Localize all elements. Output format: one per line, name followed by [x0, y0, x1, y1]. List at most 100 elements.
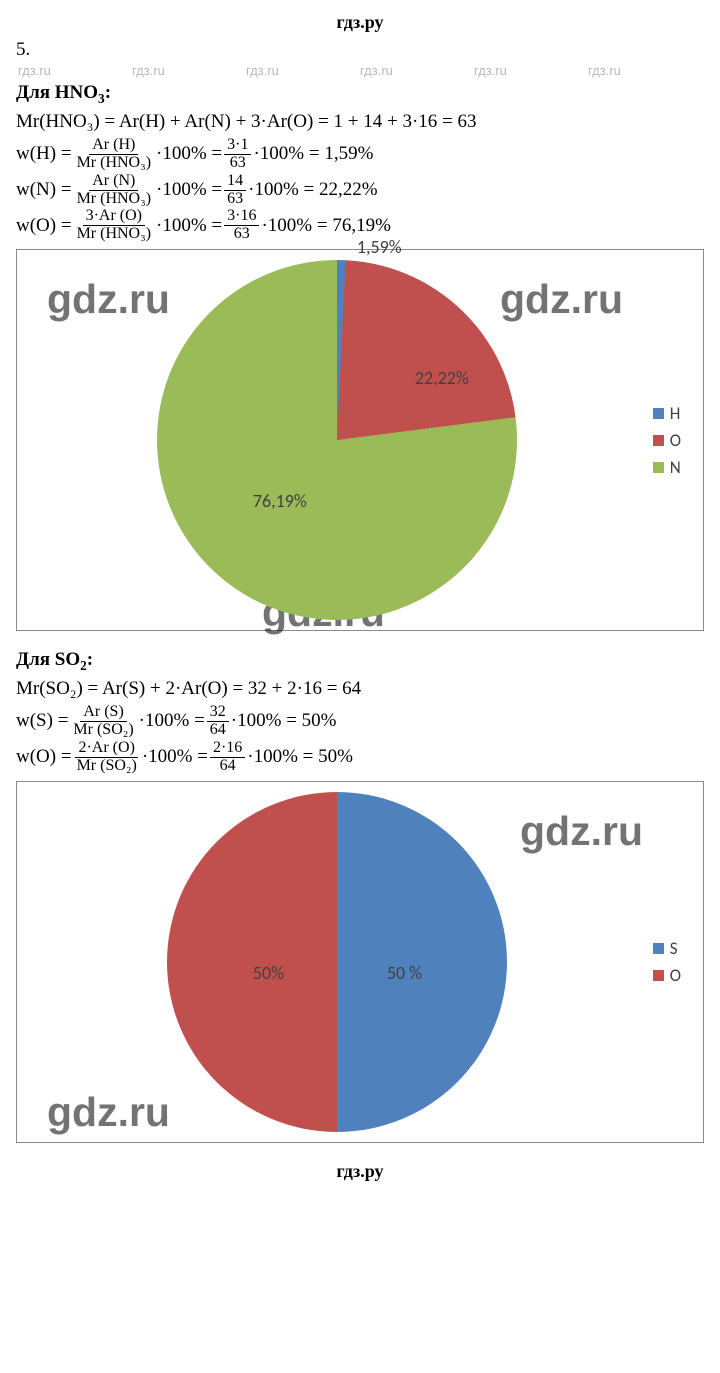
- watermark-row: гдз.ru гдз.ru гдз.ru гдз.ru гдз.ru гдз.r…: [18, 63, 702, 78]
- frac-den: Mr (SO₂): [70, 722, 136, 739]
- chart-inner: 1,59%22,22%76,19% HON: [21, 260, 699, 620]
- pie-slice-label: 1,59%: [357, 236, 402, 258]
- frac-den: 63: [227, 155, 249, 172]
- frac-num: 32: [207, 704, 229, 722]
- legend-item: S: [653, 938, 681, 959]
- fraction: 3264: [207, 704, 229, 739]
- frac-den: Mr (SO₂): [74, 758, 140, 775]
- hno3-legend: HON: [653, 397, 699, 484]
- hno3-wH-line: w(H) = Ar (H)Mr (HNO₃) ·100% = 3·163 ·10…: [16, 137, 704, 172]
- so2-pie: 50 % 50%: [167, 792, 507, 1132]
- so2-mr-line: Mr(SO₂) = Ar(S) + 2·Ar(O) = 32 + 2·16 = …: [16, 675, 704, 704]
- frac-num: 3·16: [224, 208, 259, 226]
- page: гдз.ру 5. гдз.ru гдз.ru гдз.ru гдз.ru гд…: [0, 0, 720, 1190]
- mid: ·100% =: [156, 212, 222, 241]
- heading-sub: 2: [80, 658, 87, 673]
- heading-suffix: :: [105, 82, 111, 103]
- so2-wO-line: w(O) = 2·Ar (O)Mr (SO₂) ·100% = 2·1664 ·…: [16, 740, 704, 775]
- mid: ·100% =: [142, 743, 208, 772]
- legend-item: N: [653, 457, 681, 478]
- pie-slice-label: 76,19%: [253, 490, 307, 512]
- frac-num: 3·Ar (O): [83, 208, 145, 226]
- mid: ·100% =: [139, 707, 205, 736]
- frac-num: Ar (S): [80, 704, 126, 722]
- legend-item: O: [653, 430, 681, 451]
- frac-num: Ar (N): [89, 173, 138, 191]
- rhs: ·100% = 50%: [247, 743, 353, 772]
- hno3-wN-line: w(N) = Ar (N)Mr (HNO₃) ·100% = 1463 ·100…: [16, 173, 704, 208]
- heading-sub: 3: [98, 91, 105, 106]
- page-header: гдз.ру: [16, 12, 704, 33]
- legend-swatch: [653, 462, 664, 473]
- legend-label: O: [670, 430, 681, 451]
- frac-num: 14: [224, 173, 246, 191]
- mid: ·100% =: [156, 176, 222, 205]
- pie-slice-label: 50%: [253, 962, 284, 984]
- frac-den: Mr (HNO₃): [74, 226, 154, 243]
- legend-swatch: [653, 943, 664, 954]
- legend-swatch: [653, 435, 664, 446]
- frac-den: 63: [231, 226, 253, 243]
- fraction: Ar (S)Mr (SO₂): [70, 704, 136, 739]
- frac-den: 64: [217, 758, 239, 775]
- lhs: w(H) =: [16, 140, 72, 169]
- so2-chart-box: gdz.ru gdz.ru 50 %50% SO: [16, 781, 704, 1143]
- so2-wS-line: w(S) = Ar (S)Mr (SO₂) ·100% = 3264 ·100%…: [16, 704, 704, 739]
- heading-suffix: :: [87, 649, 93, 670]
- watermark-small: гдз.ru: [132, 63, 246, 78]
- lhs: w(N) =: [16, 176, 72, 205]
- legend-item: H: [653, 403, 681, 424]
- rhs: ·100% = 22,22%: [248, 176, 377, 205]
- fraction: 2·Ar (O)Mr (SO₂): [74, 740, 140, 775]
- frac-den: Mr (HNO₃): [74, 191, 154, 208]
- hno3-pie: 1,59%22,22%76,19%: [157, 260, 517, 620]
- fraction: 2·1664: [210, 740, 245, 775]
- fraction: Ar (N)Mr (HNO₃): [74, 173, 154, 208]
- legend-label: O: [670, 965, 681, 986]
- pie-slice-label: 22,22%: [415, 367, 469, 389]
- hno3-mr-line: Mr(HNO₃) = Ar(H) + Ar(N) + 3·Ar(O) = 1 +…: [16, 108, 704, 137]
- legend-item: O: [653, 965, 681, 986]
- fraction: 3·163: [224, 137, 251, 172]
- pie-slice-label: 50 %: [387, 962, 422, 984]
- watermark-small: гдз.ru: [246, 63, 360, 78]
- rhs: ·100% = 50%: [231, 707, 337, 736]
- legend-label: S: [670, 938, 678, 959]
- hno3-heading: Для HNO3:: [16, 82, 704, 107]
- heading-formula: HNO: [55, 82, 98, 103]
- fraction: 3·1663: [224, 208, 259, 243]
- frac-den: 63: [224, 191, 246, 208]
- fraction: Ar (H)Mr (HNO₃): [74, 137, 154, 172]
- frac-num: Ar (H): [89, 137, 138, 155]
- heading-formula: SO: [55, 649, 80, 670]
- frac-num: 2·16: [210, 740, 245, 758]
- fraction: 1463: [224, 173, 246, 208]
- hno3-chart-box: gdz.ru gdz.ru gdz.ru 1,59%22,22%76,19% H…: [16, 249, 704, 631]
- fraction: 3·Ar (O)Mr (HNO₃): [74, 208, 154, 243]
- lhs: w(O) =: [16, 212, 72, 241]
- lhs: w(S) =: [16, 707, 68, 736]
- heading-prefix: Для: [16, 82, 55, 103]
- legend-label: H: [670, 403, 681, 424]
- frac-num: 3·1: [224, 137, 251, 155]
- legend-swatch: [653, 970, 664, 981]
- watermark-small: гдз.ru: [474, 63, 588, 78]
- legend-label: N: [670, 457, 681, 478]
- legend-swatch: [653, 408, 664, 419]
- frac-den: Mr (HNO₃): [74, 155, 154, 172]
- pie-wrap: 1,59%22,22%76,19%: [21, 260, 653, 620]
- frac-num: 2·Ar (O): [75, 740, 137, 758]
- so2-legend: SO: [653, 932, 699, 992]
- mid: ·100% =: [156, 140, 222, 169]
- so2-heading: Для SO2:: [16, 649, 704, 674]
- problem-number: 5.: [16, 39, 704, 61]
- lhs: w(O) =: [16, 743, 72, 772]
- pie-wrap: 50 % 50%: [21, 792, 653, 1132]
- chart-inner: 50 % 50% SO: [21, 792, 699, 1132]
- page-footer: гдз.ру: [16, 1161, 704, 1182]
- watermark-small: гдз.ru: [588, 63, 702, 78]
- frac-den: 64: [207, 722, 229, 739]
- watermark-small: гдз.ru: [18, 63, 132, 78]
- rhs: ·100% = 1,59%: [253, 140, 373, 169]
- watermark-small: гдз.ru: [360, 63, 474, 78]
